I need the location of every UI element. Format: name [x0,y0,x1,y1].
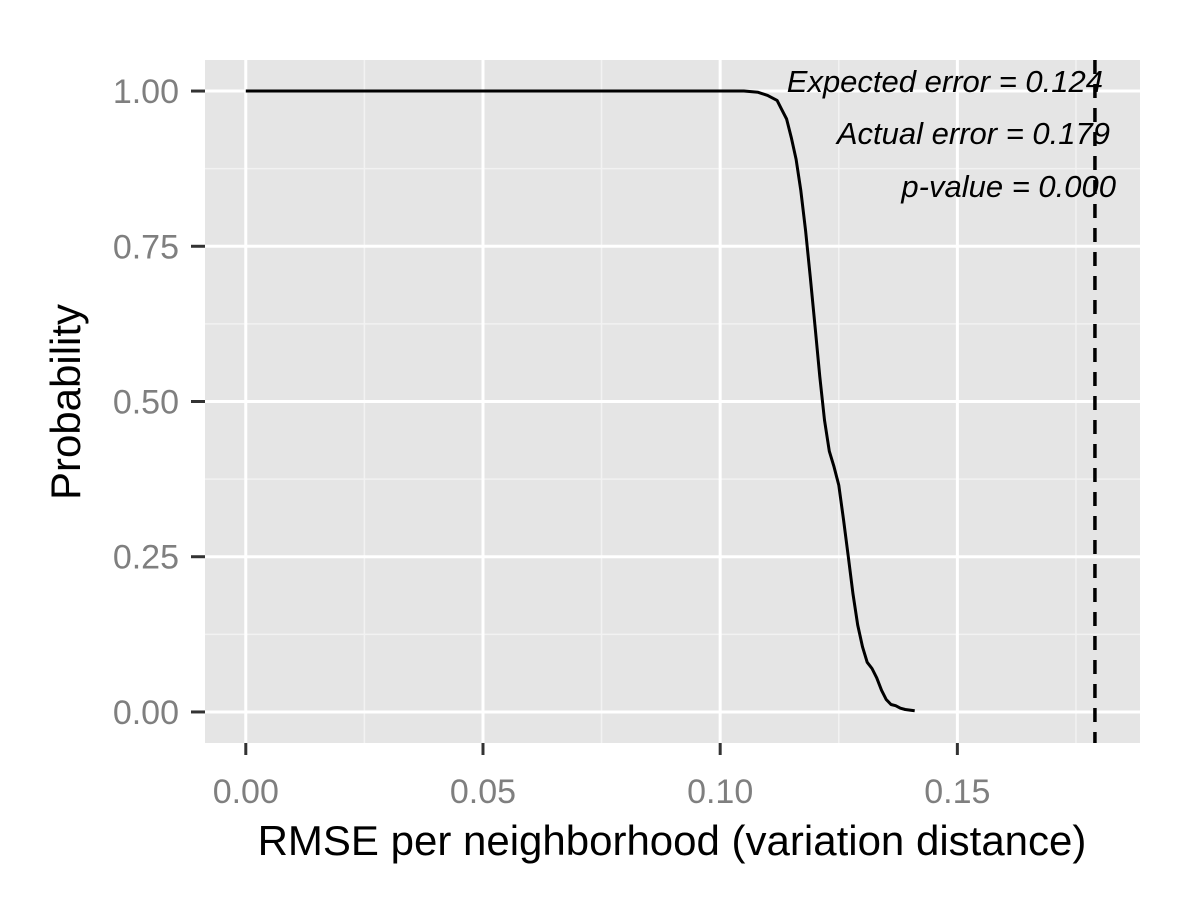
y-tick-label: 1.00 [113,73,179,111]
y-tick-label: 0.50 [113,384,179,422]
y-tick-label: 0.75 [113,228,179,266]
x-tick-label: 0.05 [450,773,516,811]
p-value-annotation: p-value = 0.000 [900,169,1116,204]
x-tick-label: 0.10 [687,773,753,811]
probability-curve [245,89,915,713]
axis-tick-labels: 0.00 0.05 0.10 0.15 0.00 0.25 0.50 0.75 1.00 [113,73,991,811]
y-tick-label: 0.00 [113,694,179,732]
x-tick-label: 0.00 [213,773,279,811]
axis-ticks [191,89,959,755]
series-group [245,89,915,713]
expected-error-annotation: Expected error = 0.124 [787,64,1103,99]
x-axis-title: RMSE per neighborhood (variation distanc… [258,817,1087,864]
y-axis-title: Probability [42,304,89,500]
major-gridlines [205,60,1140,743]
y-tick-label: 0.25 [113,539,179,577]
x-tick-label: 0.15 [924,773,990,811]
actual-error-annotation: Actual error = 0.179 [835,116,1110,151]
